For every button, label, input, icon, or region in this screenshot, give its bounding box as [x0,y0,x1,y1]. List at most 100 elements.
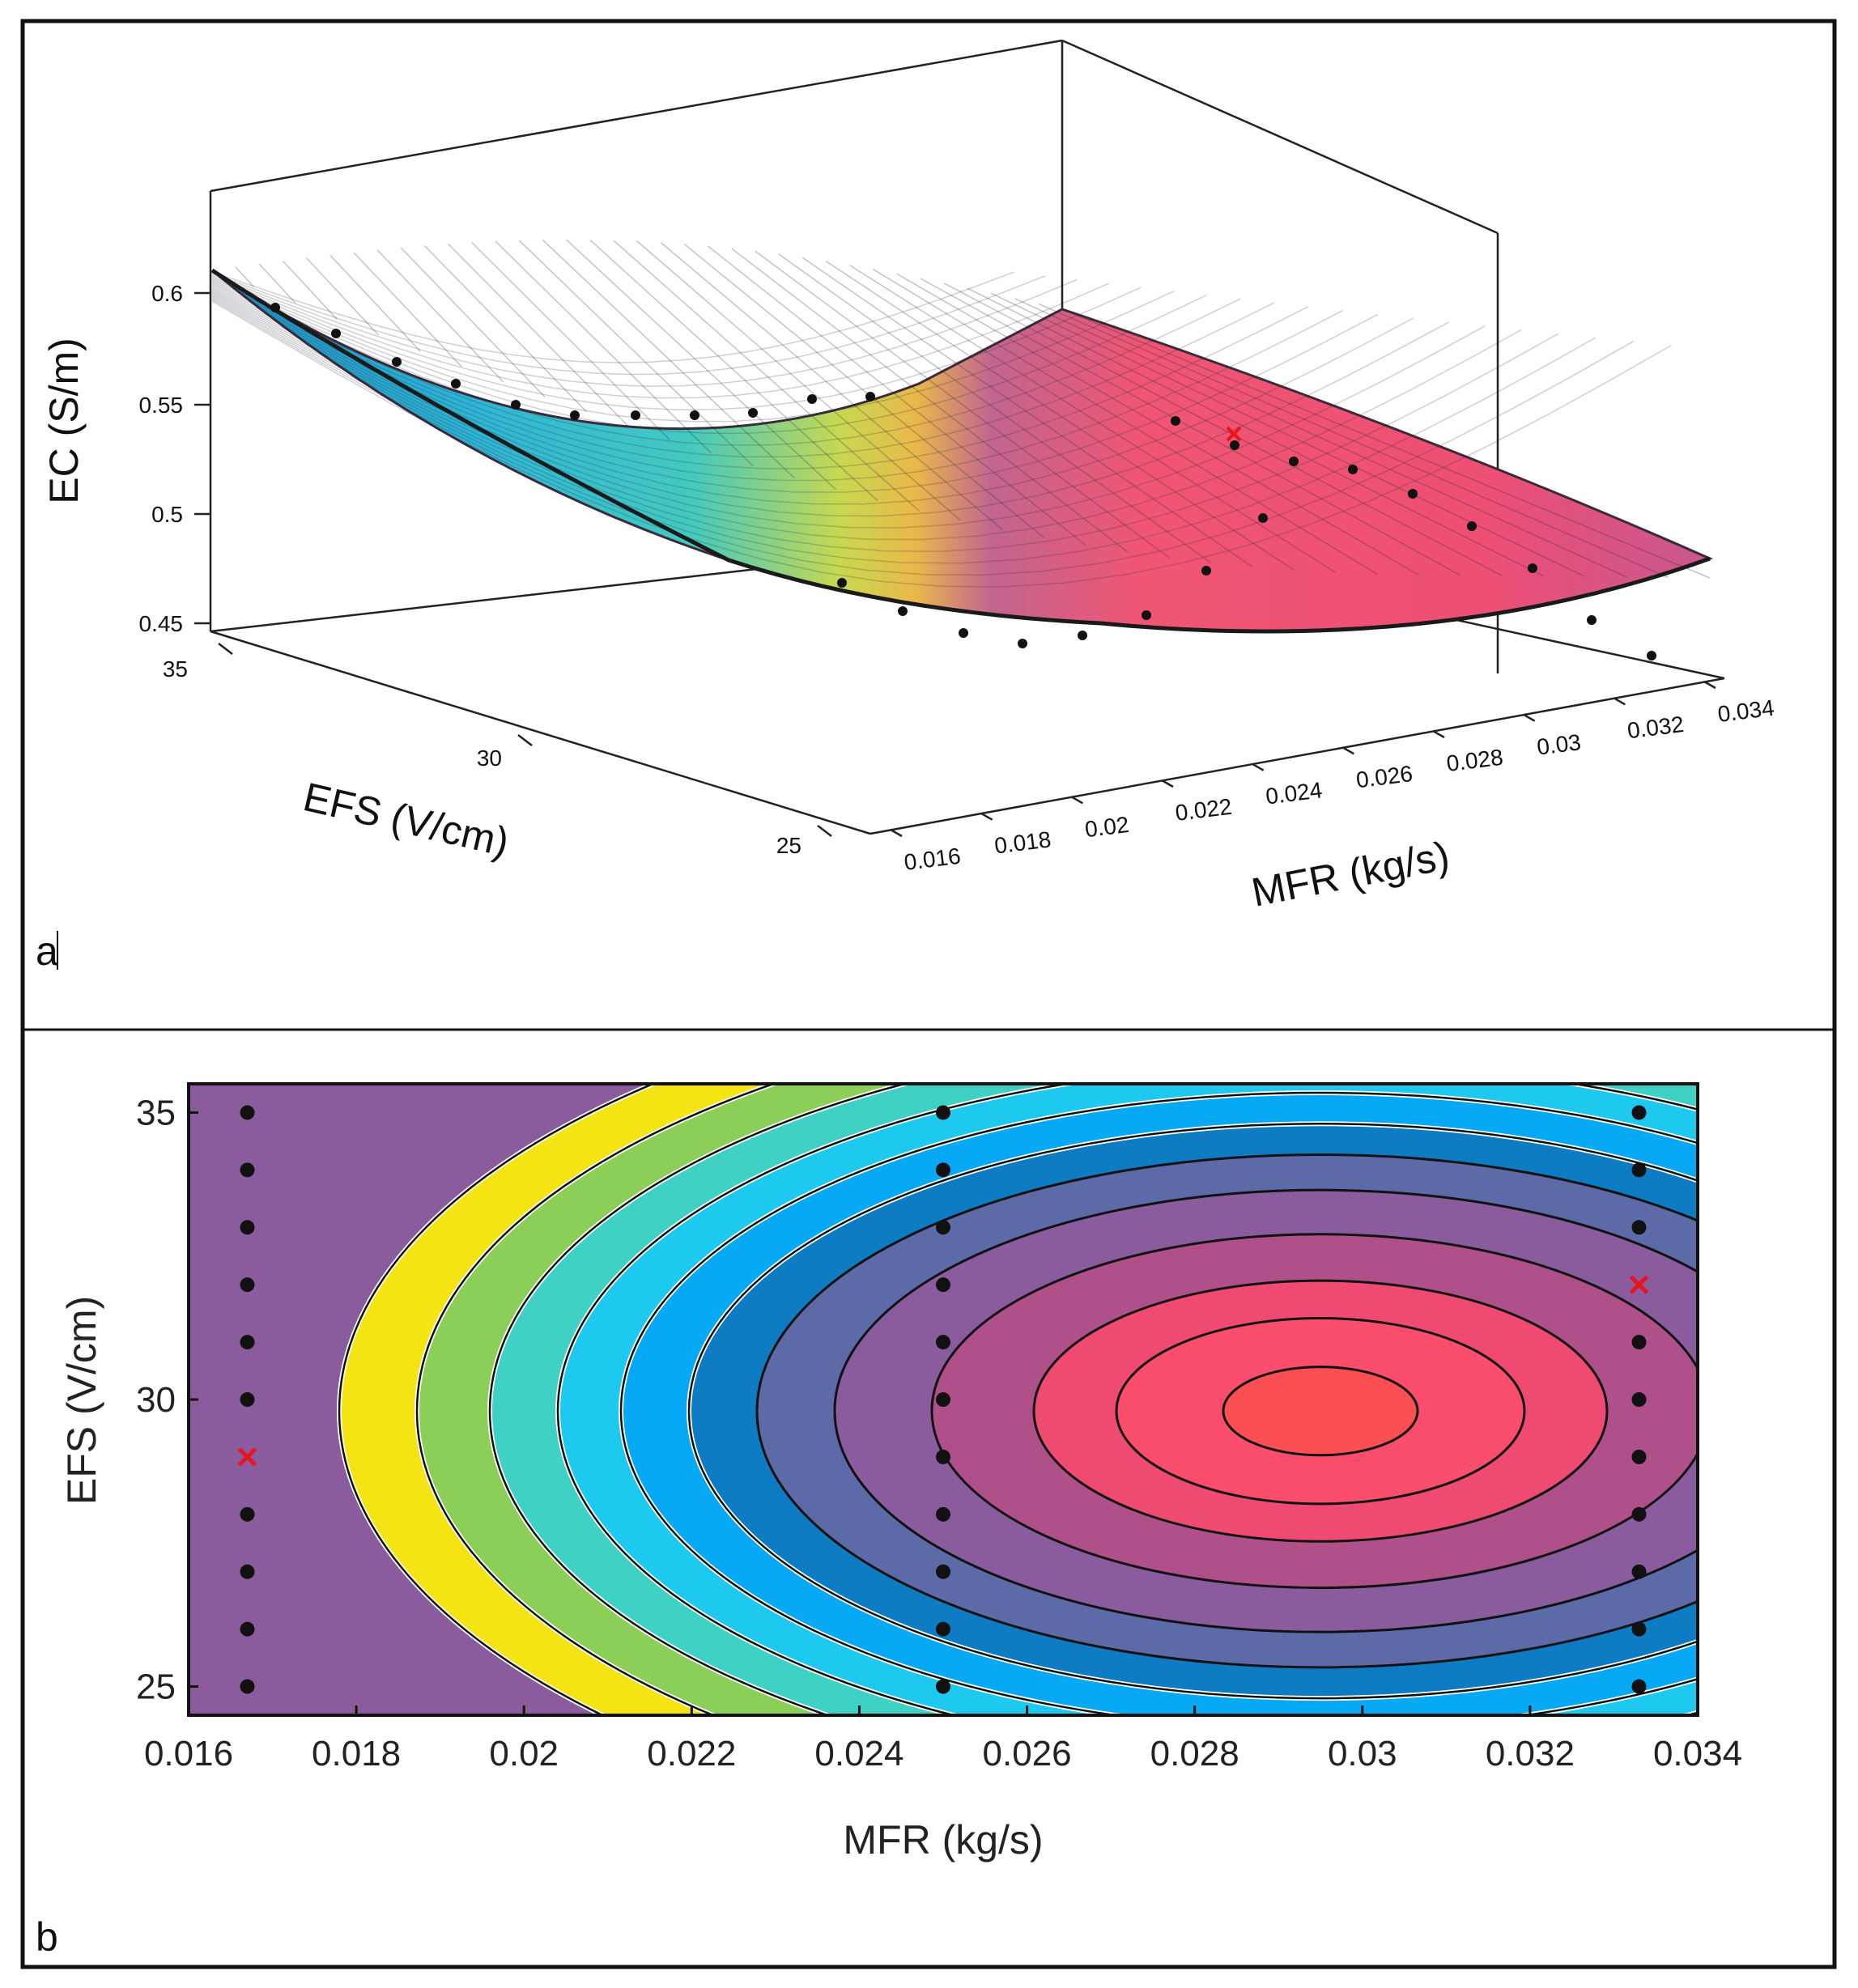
design-point [240,1277,255,1293]
mesh-line [211,275,1109,399]
x-tick-label: 0.032 [1486,1734,1575,1773]
x-tick-label: 0.016 [144,1734,233,1773]
x-tick-mark-3d [1070,796,1083,805]
design-point-3d [1647,651,1656,661]
design-points-2d [237,1105,1649,1694]
mesh-line [306,257,380,336]
design-point-3d [570,410,580,420]
x-tick-3d: 0.026 [1354,761,1414,792]
x-tick-3d: 0.032 [1626,712,1685,743]
x-tick-3d: 0.034 [1716,695,1775,727]
contour-line [620,1091,1698,1715]
contour-line [557,1084,1698,1715]
y-tick: 35 [163,656,188,682]
z-axis: 0.6 0.55 0.5 0.45 EC (S/m) [41,281,210,636]
mesh-line [211,297,1597,564]
design-points-3d [270,303,1656,661]
x-tick-3d: 0.016 [903,843,962,875]
mesh-line [211,287,1343,482]
mesh-line [211,291,1449,517]
mesh-line [211,277,1142,410]
design-point [936,1335,950,1350]
z-tick: 0.45 [139,611,184,636]
design-point [240,1105,255,1120]
design-point-3d [1078,631,1087,640]
x-tick-mark-3d [1161,779,1174,788]
mesh-line [423,245,588,413]
x-tick-3d: 0.022 [1174,794,1233,826]
x-tick-3d: 0.02 [1083,812,1130,842]
design-point [1631,1162,1647,1178]
mesh-line [211,292,1486,529]
design-point [240,1335,255,1350]
mesh-line [211,290,1414,505]
optimum-marker-3d [1226,426,1242,442]
panel-b: 0.016 0.018 0.02 0.022 0.024 0.026 0.028 0.03 0.… [36,1082,1742,1960]
design-point [936,1506,950,1522]
mesh-line [518,240,754,467]
mesh-line [211,299,1634,576]
mesh-line [258,263,296,304]
x-tick-mark-3d [1252,762,1265,771]
design-point-3d [331,329,341,338]
design-point-3d [511,400,521,410]
mesh-line [211,271,1015,363]
design-point-3d [1289,457,1299,466]
design-point [936,1105,950,1120]
mesh-line [211,274,1078,387]
optimum-marker [237,1447,257,1467]
y-tick-label: 35 [136,1093,176,1132]
mesh-line [873,269,1378,575]
contour-line [338,1084,657,1715]
design-point [936,1162,950,1178]
mesh-line [376,249,504,383]
contour-line [416,1084,777,1715]
mesh-line [235,266,254,287]
mesh-line [542,239,795,479]
design-point-3d [631,410,640,420]
design-point [1631,1564,1647,1579]
mesh-line [755,250,1170,559]
mesh-line [991,292,1586,578]
mesh-line [211,294,1522,541]
z-tick: 0.5 [151,502,183,527]
mesh-line [211,283,1274,458]
x-tick-label: 0.024 [814,1734,903,1773]
design-point-3d [748,408,758,418]
x-tick-mark-3d [1432,729,1445,739]
design-point [240,1564,255,1579]
design-point-3d [1348,465,1358,474]
design-point-3d [1171,416,1180,426]
x-tick-mark-3d [890,828,903,838]
mesh-line [613,240,920,512]
panel-label-b: b [36,1914,58,1960]
design-point-3d [392,357,402,367]
y-tick: 30 [477,746,502,771]
mesh-line [353,252,462,367]
mesh-line [825,261,1295,571]
design-point [1631,1506,1647,1522]
mesh-line [849,264,1336,573]
design-point-3d [1201,566,1211,576]
y-axis-label: EFS (V/cm) [59,1296,104,1505]
x-axis-3d: MFR (kg/s) 0.016 0.018 0.02 0.022 0.024 0.026… [890,680,1775,915]
mesh-line [282,260,338,320]
x-tick-label: 0.018 [312,1734,401,1773]
design-point [240,1220,255,1235]
contour-fill [189,1084,1698,1715]
mesh-line [896,273,1419,576]
design-point [936,1449,950,1464]
x-tick-mark-3d [1523,713,1536,722]
mesh-line [448,243,629,427]
design-point [936,1392,950,1407]
design-point-3d [690,410,699,420]
design-point [1631,1679,1647,1694]
x-axis-label-3d: MFR (kg/s) [1248,833,1452,915]
design-point [240,1162,255,1178]
design-point [936,1220,950,1235]
mesh-line [943,282,1503,576]
x-tick-3d: 0.024 [1265,777,1324,809]
panel-label-a: a [36,928,58,974]
panel-a: 0.6 0.55 0.5 0.45 EC (S/m) 35 30 25 EFS … [36,39,1775,974]
